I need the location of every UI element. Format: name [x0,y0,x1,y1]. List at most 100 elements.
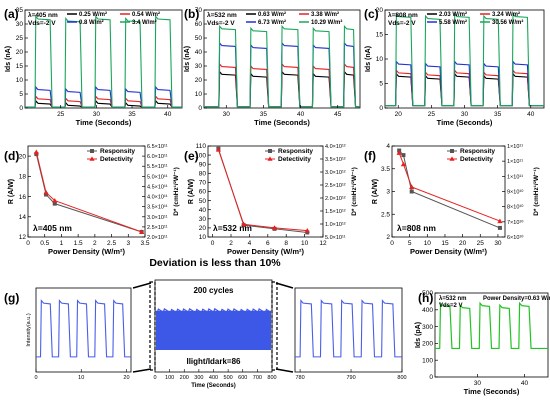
annotation-wavelength: λ=405 nm [28,11,58,19]
x-tick-label: 1.5 [74,240,83,247]
x-tick-label: 780 [296,375,305,381]
y-axis-label: Intensity(a.u.) [26,313,32,346]
x-tick-label: 300 [194,375,203,381]
x-axis-label: Time (Seconds) [76,118,132,127]
panel-g-left: 0 10 20 Intensity(a.u.) [26,287,132,381]
y-tick-label: 70 [199,180,207,187]
x-tick-label: 500 [224,375,233,381]
y-tick-label: 2 [386,234,390,241]
plot-frame [434,292,549,378]
y-tick-label: 3 [386,189,390,196]
y-tick-label: 0 [379,105,383,112]
legend-label: 2.03 W/m² [439,11,467,18]
x-tick-label: 30 [93,111,101,118]
x-tick-label: 35 [260,111,268,118]
y-tick-label: 14 [19,214,27,221]
panel-b: 30 35 40 45 Time (Seconds) 0 10 20 30 40 50 60 70 Ids… [184,7,361,127]
y-tick-label: 0 [198,105,202,112]
y-tick-label: 15 [376,32,384,39]
y-tick-label: 200 [422,341,433,348]
x-tick-label: 30 [494,240,502,247]
zoom-line [132,368,152,373]
legend-marker [90,149,94,153]
zoom-line [275,368,294,373]
y2-tick-label: 5.5×10¹¹ [147,164,168,170]
x-tick-label: 400 [209,375,218,381]
y2-tick-label: 8×10¹⁰ [507,204,524,211]
legend-marker [89,156,95,161]
legend-label: Responsity [100,148,135,155]
x-axis-label: Power Density (W/m²) [227,247,305,256]
x-tick-label: 40 [164,111,172,118]
y-tick-label: 10 [199,234,207,241]
y2-tick-label: 3.0×10¹² [325,170,346,176]
x-tick-label: 30 [461,111,469,118]
annotation-wavelength: λ=405 nm [33,223,72,233]
y-tick-label: 40 [195,49,203,56]
x-tick-label: 600 [238,375,247,381]
panel-label: (f) [364,149,376,163]
y-tick-label: 500 [422,290,433,297]
annotation-wavelength: λ=532 nm [207,11,237,19]
annotation-bias: Vds=2 V [439,303,463,309]
x-tick-label: 5 [408,240,412,247]
series-line [25,99,182,108]
y2-tick-label: 2.5×10¹² [325,183,346,189]
x-tick-label: 8 [284,240,288,247]
panel-label: (d) [4,149,19,163]
x-tick-label: 1 [60,240,64,247]
annotation-power: Power Density=0.63 W/m² [483,295,550,302]
panel-label: (c) [364,7,379,21]
panel-label: (e) [184,149,199,163]
y-tick-label: 30 [16,21,24,28]
series-line [398,152,501,222]
y2-tick-label: 4.5×10¹¹ [147,184,168,190]
y-tick-label: 300 [422,324,433,331]
x-tick-label: 15 [441,240,449,247]
annotation-bias: Vds=-2 V [28,20,56,27]
legend-marker [449,156,455,161]
plot-frame [27,145,146,238]
y2-tick-label: 5.0×10¹¹ [147,174,168,180]
legend-label: 0.54 W/m² [132,11,160,18]
y-tick-label: 20 [16,49,24,56]
x-axis-label: Time (Seconds) [191,383,236,389]
series-line [435,301,548,350]
panel-d: 0 0.5 1 1.5 2 2.5 3 3.5 Power Density (W/m²) 12 14… [8,144,180,256]
y-tick-label: 10 [376,56,384,63]
x-tick-label: 25 [477,240,485,247]
y-tick-label: 5 [379,81,383,88]
data-point [497,218,503,224]
data-point [33,149,39,155]
x-tick-label: 35 [494,111,502,118]
x-tick-label: 2.5 [107,240,116,247]
plot-frame [294,287,403,373]
x-tick-label: 40 [527,111,535,118]
deviation-note: Deviation is less than 10% [149,257,281,269]
annotation-bias: Vds=-2 V [388,20,416,27]
y-tick-label: 60 [195,21,203,28]
zoom-bracket [271,281,278,371]
legend-label: 0.25 W/m² [79,11,107,18]
y-tick-label: 10 [16,77,24,84]
series-line [204,24,360,108]
y2-tick-label: 9×10¹⁰ [507,189,524,196]
legend-label: 5.58 W/m² [439,19,467,26]
y-tick-label: 15 [16,63,24,70]
x-tick-label: 0 [390,240,394,247]
y-tick-label: 20 [199,225,207,232]
x-tick-label: 0 [153,375,156,381]
zoom-line [132,282,152,289]
y-tick-label: 18 [19,174,27,181]
legend-label: 30.56 W/m² [492,19,523,26]
y-tick-label: 10 [195,91,203,98]
series-line [385,12,544,107]
y2-tick-label: 2.5×10¹¹ [147,225,168,231]
data-point [409,189,414,194]
zoom-connectors [132,281,294,373]
data-point [52,201,57,206]
x-tick-label: 40 [297,111,305,118]
x-tick-label: 10 [301,240,309,247]
x-tick-label: 20 [395,111,403,118]
x-tick-label: 6 [266,240,270,247]
